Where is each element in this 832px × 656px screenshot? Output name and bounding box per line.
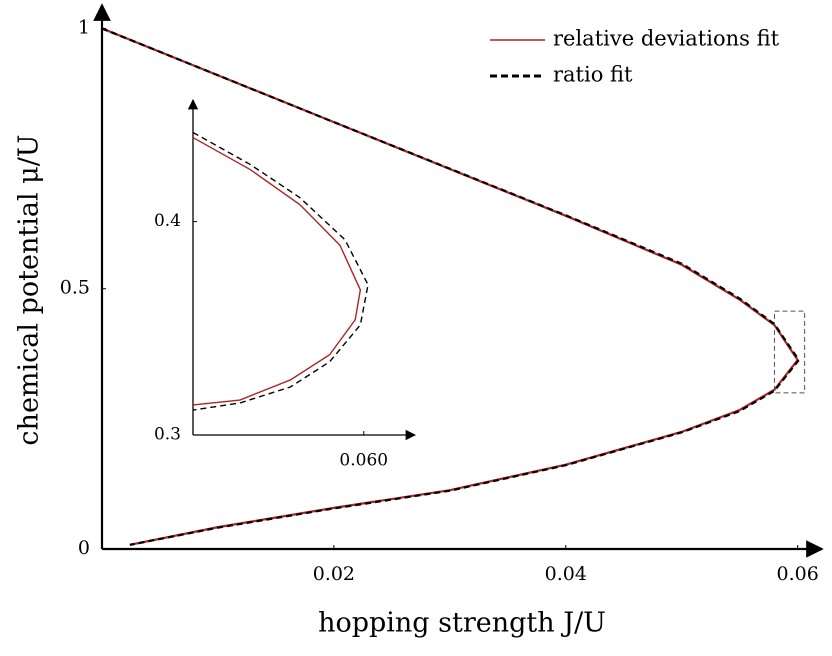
legend-label: relative deviations fit <box>553 27 780 51</box>
x-axis-label: hopping strength J/U <box>318 608 606 639</box>
x-tick-label: 0.04 <box>545 563 587 585</box>
series-line <box>101 27 800 546</box>
y-tick-label: 0.5 <box>60 277 90 299</box>
x-tick-label: 0.060 <box>339 451 388 471</box>
y-tick-label: 0 <box>78 537 90 559</box>
y-tick-label: 1 <box>78 16 90 38</box>
x-tick-label: 0.02 <box>313 563 355 585</box>
series-line <box>192 131 369 411</box>
series-line <box>192 136 362 406</box>
series-line <box>101 27 801 546</box>
y-tick-label: 0.3 <box>154 425 181 445</box>
y-axis-label: chemical potential μ/U <box>14 134 45 445</box>
y-tick-label: 0.4 <box>154 211 181 231</box>
legend-label: ratio fit <box>553 63 633 87</box>
x-tick-label: 0.06 <box>776 563 818 585</box>
zoom-box <box>773 310 806 394</box>
